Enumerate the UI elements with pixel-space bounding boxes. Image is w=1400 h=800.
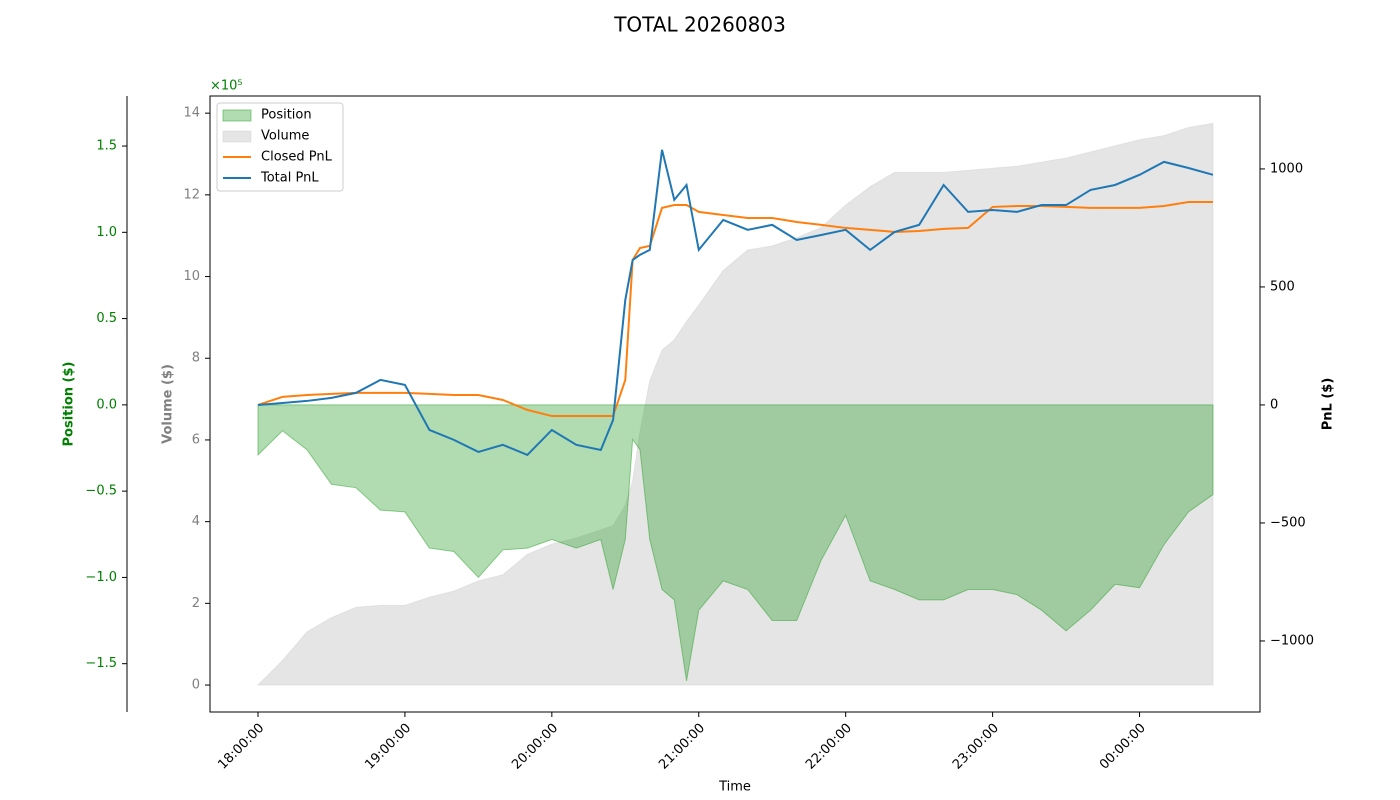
pnl-tick-label: 500: [1270, 279, 1295, 294]
pnl-tick-label: −500: [1270, 515, 1306, 530]
area: [256, 122, 1214, 686]
volume-tick-label: 2: [192, 596, 200, 611]
x-tick-label: 18:00:00: [215, 721, 267, 773]
legend: Position Volume Closed PnL Total PnL: [216, 102, 344, 192]
x-tick-label: 19:00:00: [362, 721, 414, 773]
legend-swatch: [222, 109, 252, 122]
position-tick-label: 0.0: [96, 397, 117, 412]
legend-label: Closed PnL: [261, 150, 333, 165]
position-tick-label: 1.5: [96, 139, 117, 154]
x-tick-label: 22:00:00: [803, 721, 855, 773]
line: [257, 149, 1214, 457]
line: [257, 200, 1213, 418]
volume-tick-label: 14: [183, 106, 200, 121]
position-tick-label: 1.0: [96, 225, 117, 240]
x-tick-label: 23:00:00: [950, 721, 1002, 773]
position-axis-label: Position ($): [62, 362, 77, 447]
pnl-axis-label: PnL ($): [1321, 378, 1336, 431]
volume-tick-label: 4: [192, 514, 200, 529]
legend-label: Total PnL: [260, 171, 319, 186]
legend-label: Position: [261, 108, 312, 123]
volume-tick-label: 10: [183, 269, 200, 284]
volume-tick-label: 12: [183, 187, 200, 202]
pnl-tick-label: −1000: [1270, 633, 1314, 648]
volume-axis-label: Volume ($): [161, 364, 176, 444]
position-tick-label: −1.5: [85, 656, 117, 671]
volume-tick-label: 8: [192, 351, 200, 366]
position-tick-label: −1.0: [85, 570, 117, 585]
position-tick-label: 0.5: [96, 311, 117, 326]
volume-tick-label: 0: [192, 678, 200, 693]
offset-label: ×10⁵: [210, 79, 243, 94]
plot-frame: [209, 95, 1261, 713]
legend-swatch: [222, 130, 252, 143]
x-axis-label: Time: [718, 780, 751, 795]
x-tick-label: 20:00:00: [509, 721, 561, 773]
position-tick-label: −0.5: [85, 484, 117, 499]
volume-tick-label: 6: [192, 432, 200, 447]
pnl-tick-label: 0: [1270, 397, 1278, 412]
pnl-tick-label: 1000: [1270, 161, 1303, 176]
x-tick-label: 00:00:00: [1097, 721, 1149, 773]
legend-label: Volume: [261, 129, 309, 144]
x-tick-label: 21:00:00: [656, 721, 708, 773]
chart-title: TOTAL 20260803: [613, 13, 786, 37]
legend-box: [216, 102, 344, 192]
area: [257, 404, 1214, 682]
